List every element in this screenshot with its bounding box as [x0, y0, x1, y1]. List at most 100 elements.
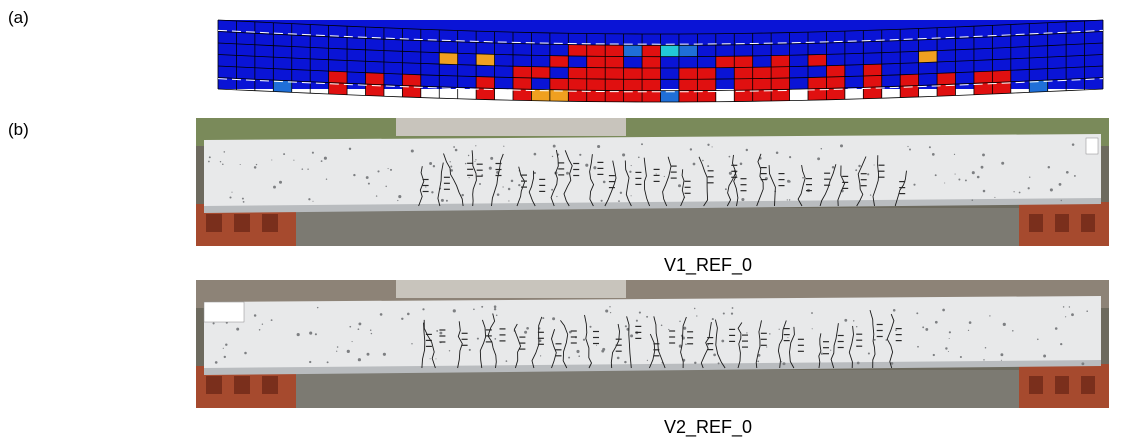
surface-pore	[518, 183, 521, 187]
mesh-element	[531, 66, 550, 79]
surface-pore	[707, 165, 710, 168]
surface-pore	[867, 173, 870, 176]
surface-pore	[934, 174, 937, 177]
crack-line	[848, 325, 854, 369]
surface-pore	[397, 199, 399, 202]
surface-pore	[255, 163, 258, 166]
surface-pore	[1054, 327, 1058, 330]
surface-pore	[694, 361, 697, 365]
surface-pore	[820, 352, 824, 355]
mesh-element	[1029, 80, 1048, 93]
surface-pore	[867, 352, 870, 355]
surface-pore	[495, 314, 498, 317]
mesh-element	[734, 55, 753, 68]
surface-pore	[959, 355, 962, 359]
crack-line	[872, 155, 880, 207]
surface-pore	[655, 173, 657, 175]
brick-hole	[234, 214, 250, 232]
surface-pore	[474, 160, 476, 162]
surface-pore	[717, 362, 720, 365]
concrete-beam	[204, 134, 1101, 210]
surface-pore	[1073, 174, 1076, 177]
surface-pore	[817, 157, 821, 161]
surface-pore	[312, 200, 314, 202]
surface-pore	[336, 346, 339, 348]
surface-pore	[660, 324, 663, 327]
surface-pore	[916, 312, 919, 315]
crack-line	[755, 320, 762, 369]
surface-pore	[602, 180, 606, 184]
surface-pore	[1068, 306, 1071, 308]
crack-line	[560, 320, 569, 369]
surface-pore	[351, 341, 353, 343]
mesh-element	[549, 55, 569, 68]
crack-line	[869, 309, 876, 369]
surface-pore	[722, 312, 725, 315]
surface-pore	[789, 156, 792, 159]
surface-pore	[208, 156, 211, 159]
surface-pore	[778, 328, 780, 330]
surface-pore	[693, 307, 696, 310]
surface-pore	[609, 306, 611, 308]
surface-pore	[311, 151, 314, 154]
surface-pore	[440, 198, 444, 202]
mesh-element	[660, 90, 679, 102]
surface-pore	[244, 351, 247, 355]
surface-pore	[922, 326, 925, 329]
crack-line	[700, 322, 712, 369]
surface-pore	[494, 338, 497, 340]
surface-pore	[253, 314, 257, 317]
crack-line	[626, 316, 632, 369]
mesh-element	[549, 89, 569, 102]
surface-pore	[971, 199, 974, 201]
surface-pore	[236, 327, 240, 331]
surface-pore	[1071, 313, 1074, 317]
surface-pore	[728, 171, 732, 175]
surface-pore	[786, 199, 788, 201]
surface-pore	[566, 171, 569, 175]
surface-pore	[358, 322, 362, 326]
surface-pore	[597, 144, 601, 149]
crack-line	[797, 165, 806, 207]
surface-pore	[481, 305, 484, 308]
surface-pore	[453, 146, 455, 148]
surface-pore	[508, 200, 510, 202]
crack-line	[584, 314, 593, 369]
surface-pore	[721, 339, 725, 343]
brick-hole	[1029, 376, 1043, 394]
surface-pore	[931, 153, 935, 156]
surface-pore	[839, 144, 844, 148]
mesh-element	[605, 56, 624, 68]
brick-hole	[234, 376, 250, 394]
surface-pore	[1060, 199, 1062, 202]
crack-line	[680, 169, 685, 207]
surface-pore	[925, 327, 929, 331]
surface-pore	[387, 168, 389, 170]
crack-line	[680, 316, 687, 369]
crack-line	[856, 156, 867, 207]
surface-pore	[942, 308, 945, 312]
crack-line	[698, 156, 709, 207]
surface-pore	[948, 337, 950, 340]
mesh-element	[586, 67, 606, 80]
surface-pore	[964, 179, 967, 182]
brick-hole	[262, 214, 278, 232]
surface-pore	[855, 325, 858, 328]
surface-pore	[637, 156, 640, 159]
surface-pore	[630, 195, 632, 197]
crack-line	[837, 165, 846, 207]
crack-line	[437, 162, 444, 207]
surface-pore	[271, 159, 273, 161]
surface-pore	[432, 165, 436, 168]
surface-pore	[309, 331, 313, 335]
surface-pore	[353, 173, 356, 177]
surface-pore	[646, 359, 648, 361]
surface-pore	[481, 174, 484, 177]
mesh-element	[568, 44, 587, 57]
surface-pore	[646, 315, 649, 318]
mesh-element	[715, 56, 735, 68]
crack-line	[819, 164, 837, 207]
surface-pore	[450, 165, 453, 168]
surface-pore	[526, 326, 529, 330]
surface-pore	[739, 162, 743, 166]
